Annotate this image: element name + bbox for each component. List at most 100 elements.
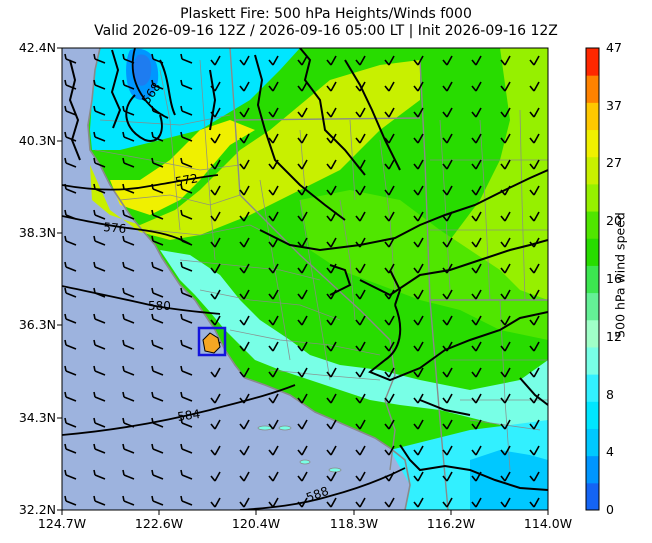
wind-barb [93,53,106,64]
wind-barb [326,341,337,352]
wind-barb [355,263,366,274]
wind-barb [180,443,193,454]
colorbar-tick-label: 27 [606,155,622,170]
colorbar-segment [586,183,599,212]
wind-barb [442,81,453,92]
wind-barb [471,211,482,222]
wind-barb [471,289,482,300]
wind-barb [355,315,366,326]
lon-tick-label: 122.6W [134,516,184,531]
channel-islands [257,425,342,473]
wind-barb [326,107,337,118]
wind-barb [268,367,279,378]
wind-barb [384,393,395,404]
wind-barb [210,55,221,66]
wind-barb [297,159,308,170]
wind-barb [180,339,193,350]
wind-barb [268,237,279,248]
wind-barb [180,183,193,194]
wind-barb [355,55,366,66]
wind-shade-yellow [110,120,255,215]
wind-barb [268,341,279,352]
wind-barb [471,185,482,196]
wind-barb [413,211,424,222]
wind-barb [529,445,540,456]
wind-barb [326,393,337,404]
wind-barb [180,209,193,220]
wind-shade-yellowgreen [90,60,420,240]
wind-barb [268,159,279,170]
wind-barb [268,471,279,482]
height-contours [62,48,406,510]
wind-barb [384,367,395,378]
wind-barb [239,419,250,430]
wind-barb [326,419,337,430]
wind-barb [239,471,250,482]
wind-barb [384,81,395,92]
colorbar-tick-label: 47 [606,40,622,55]
wind-barb [326,185,337,196]
wind-barb [180,235,193,246]
wind-barb [210,81,221,92]
wind-barb [297,367,308,378]
wind-barb [355,393,366,404]
fire-location-marker [197,326,227,357]
wind-barb [471,471,482,482]
wind-barb [64,183,77,194]
wind-barb [151,443,164,454]
wind-barb [442,211,453,222]
colorbar [586,48,599,511]
wind-barb [413,367,424,378]
wind-barb [297,497,308,508]
wind-barb [355,133,366,144]
wind-barb [93,313,106,324]
wind-barb [64,391,77,402]
wind-barb [180,131,193,142]
wind-barb [500,289,511,300]
wind-barb [268,185,279,196]
wind-barb [268,419,279,430]
colorbar-tick-label: 12 [606,329,622,344]
wind-barb [471,341,482,352]
wind-barb [529,263,540,274]
wind-barb [93,209,106,220]
wind-barb [471,393,482,404]
colorbar-segment [586,75,599,103]
wind-barb [413,341,424,352]
wind-barb [384,419,395,430]
wind-barb [355,471,366,482]
wind-barb [180,105,193,116]
wind-barb [180,365,193,376]
wind-barb [384,263,395,274]
wind-barb [122,261,135,272]
colorbar-segment [586,428,599,457]
wind-barb [297,81,308,92]
wind-barb [297,445,308,456]
wind-barb [326,367,337,378]
wind-barb [151,495,164,506]
wind-barb [355,445,366,456]
wind-barb [529,471,540,482]
map-plot-area: 568 572 576 580 584 588 [62,48,548,510]
wind-barb [64,105,77,116]
wind-barb [239,263,250,274]
wind-barb [64,495,77,506]
wind-barb [413,471,424,482]
lon-tick-label: 120.4W [231,516,281,531]
wind-barb [500,367,511,378]
wind-barb [122,313,135,324]
colorbar-segment [586,455,599,484]
wind-barb [355,107,366,118]
colorbar-segment [586,211,599,239]
wind-barb [180,391,193,402]
contour-588 [239,467,406,510]
colorbar-segment [586,265,599,294]
wind-barb [239,315,250,326]
wind-barb [297,185,308,196]
wind-barb [500,341,511,352]
colorbar-segment [586,346,599,375]
wind-barb [180,313,193,324]
wind-barb [384,107,395,118]
wind-barb [64,365,77,376]
colorbar-label: 500 hPa wind speed [612,212,628,338]
